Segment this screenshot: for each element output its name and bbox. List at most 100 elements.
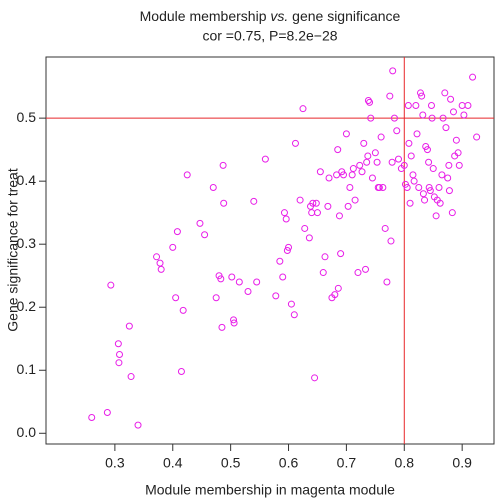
point xyxy=(358,168,366,176)
x-tick-label: 0.7 xyxy=(337,455,357,471)
point xyxy=(177,368,185,376)
point xyxy=(442,124,450,132)
point xyxy=(373,158,381,166)
point xyxy=(404,102,412,110)
point xyxy=(444,174,452,182)
point xyxy=(344,202,352,210)
point xyxy=(331,291,339,299)
point xyxy=(438,171,446,179)
point xyxy=(412,102,420,110)
point xyxy=(429,165,437,173)
point xyxy=(337,250,345,258)
y-tick-label: 0.3 xyxy=(17,235,37,251)
point xyxy=(220,199,228,207)
point xyxy=(432,212,440,220)
point xyxy=(169,243,177,251)
point xyxy=(183,171,191,179)
point xyxy=(116,350,124,358)
chart-subtitle: cor =0.75, P=8.2e−28 xyxy=(202,28,337,44)
point xyxy=(244,287,252,295)
point xyxy=(393,127,401,135)
point xyxy=(419,111,427,119)
y-tick-label: 0.2 xyxy=(17,298,37,314)
point xyxy=(388,158,396,166)
y-tick-label: 0.4 xyxy=(17,172,37,188)
point xyxy=(410,177,418,185)
point xyxy=(356,161,364,169)
point xyxy=(409,171,417,179)
point xyxy=(340,171,348,179)
point xyxy=(435,183,443,191)
point xyxy=(272,292,280,300)
point xyxy=(464,102,472,110)
point xyxy=(107,281,115,289)
point xyxy=(312,199,320,207)
point xyxy=(421,196,429,204)
point xyxy=(196,219,204,227)
point xyxy=(362,265,370,273)
x-tick-label: 0.6 xyxy=(279,455,299,471)
point xyxy=(349,165,357,173)
point xyxy=(201,231,209,239)
point xyxy=(413,130,421,138)
point xyxy=(335,212,343,220)
point xyxy=(367,114,375,122)
point xyxy=(441,89,449,97)
point xyxy=(346,183,354,191)
point xyxy=(103,408,111,416)
point xyxy=(447,95,455,103)
x-tick-label: 0.5 xyxy=(221,455,241,471)
point xyxy=(423,146,431,154)
point xyxy=(125,322,133,330)
point xyxy=(469,73,477,81)
point xyxy=(301,224,309,232)
point xyxy=(305,234,313,242)
point xyxy=(400,161,408,169)
x-tick-label: 0.8 xyxy=(395,455,415,471)
x-tick-label: 0.4 xyxy=(163,455,183,471)
point xyxy=(387,237,395,245)
point xyxy=(333,171,341,179)
point xyxy=(253,278,261,286)
point xyxy=(425,183,433,191)
point xyxy=(452,136,460,144)
x-tick-label: 0.3 xyxy=(105,455,125,471)
point xyxy=(439,114,447,122)
point xyxy=(415,183,423,191)
point xyxy=(360,139,368,147)
point xyxy=(379,183,387,191)
point xyxy=(427,102,435,110)
point xyxy=(173,228,181,236)
y-tick-label: 0.5 xyxy=(17,109,37,125)
point xyxy=(88,414,96,422)
point xyxy=(406,199,414,207)
point xyxy=(179,306,187,314)
point xyxy=(321,253,329,261)
point xyxy=(351,196,359,204)
point xyxy=(261,155,269,163)
point xyxy=(458,102,466,110)
point xyxy=(291,139,299,147)
point xyxy=(455,161,463,169)
x-tick-label: 0.9 xyxy=(452,455,472,471)
point xyxy=(383,278,391,286)
point xyxy=(389,67,397,75)
point xyxy=(282,215,290,223)
point xyxy=(386,92,394,100)
y-axis-label: Gene significance for treat xyxy=(5,168,21,332)
point xyxy=(366,98,374,106)
point xyxy=(212,294,220,302)
point xyxy=(428,114,436,122)
point xyxy=(363,158,371,166)
title-part: gene significance xyxy=(288,8,400,24)
point xyxy=(157,265,165,273)
chart-title: Module membership vs. gene significance xyxy=(140,8,401,24)
point xyxy=(283,247,291,254)
point xyxy=(419,190,427,198)
point xyxy=(445,187,453,195)
point xyxy=(217,275,225,283)
point xyxy=(405,139,413,147)
point xyxy=(449,108,457,116)
point xyxy=(219,161,227,169)
